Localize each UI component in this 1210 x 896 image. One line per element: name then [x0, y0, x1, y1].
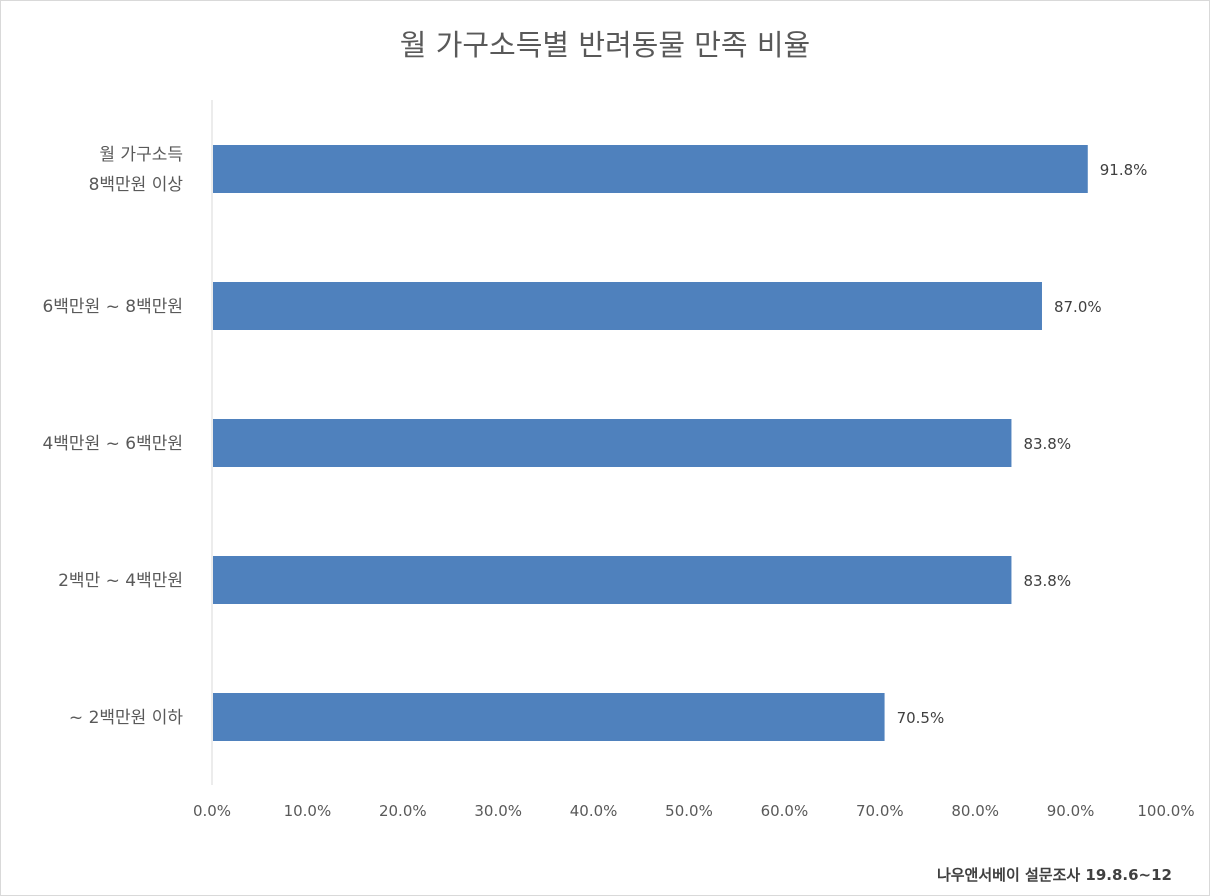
- category-label: 8백만원 이상: [89, 175, 184, 195]
- data-label: 87.0%: [1054, 298, 1102, 316]
- category-label: 6백만원 ~ 8백만원: [42, 297, 183, 317]
- category-label: ~ 2백만원 이하: [69, 708, 183, 728]
- bar: [213, 282, 1042, 330]
- bar: [213, 145, 1088, 193]
- x-tick-label: 10.0%: [284, 802, 332, 820]
- x-tick-label: 0.0%: [193, 802, 231, 820]
- x-tick-label: 60.0%: [761, 802, 809, 820]
- x-tick-label: 30.0%: [474, 802, 522, 820]
- chart-title: 월 가구소득별 반려동물 만족 비율: [399, 28, 811, 62]
- x-tick-label: 80.0%: [951, 802, 999, 820]
- bar: [213, 419, 1012, 467]
- category-label: 2백만 ~ 4백만원: [58, 571, 183, 591]
- data-label: 83.8%: [1023, 572, 1071, 590]
- x-tick-label: 90.0%: [1047, 802, 1095, 820]
- data-label: 83.8%: [1023, 435, 1071, 453]
- category-label: 4백만원 ~ 6백만원: [42, 434, 183, 454]
- x-tick-label: 50.0%: [665, 802, 713, 820]
- bar: [213, 556, 1012, 604]
- category-label: 월 가구소득: [99, 145, 183, 165]
- x-tick-label: 40.0%: [570, 802, 618, 820]
- x-tick-label: 20.0%: [379, 802, 427, 820]
- bar: [213, 693, 885, 741]
- data-label: 91.8%: [1100, 161, 1148, 179]
- x-tick-label: 70.0%: [856, 802, 904, 820]
- data-label: 70.5%: [897, 709, 945, 727]
- source-note: 나우앤서베이 설문조사 19.8.6~12: [936, 866, 1172, 884]
- x-tick-label: 100.0%: [1137, 802, 1194, 820]
